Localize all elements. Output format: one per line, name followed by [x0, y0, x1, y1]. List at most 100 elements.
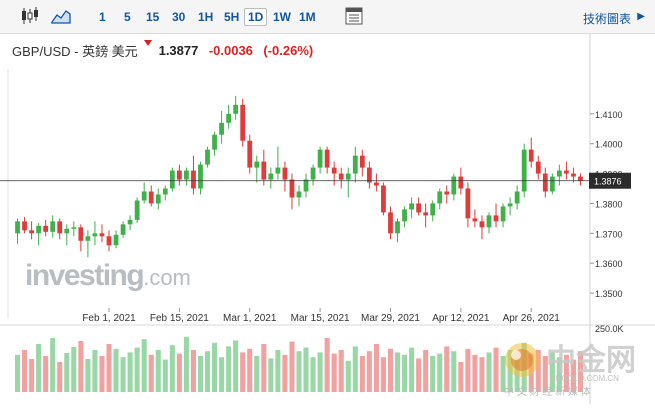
volume-bar	[134, 347, 140, 392]
candle-body	[268, 173, 274, 180]
volume-bar	[409, 347, 415, 392]
candle-body	[57, 221, 63, 234]
candle-body	[71, 227, 77, 229]
volume-bar	[14, 354, 21, 392]
candle-body	[514, 191, 520, 204]
candle-body	[22, 221, 27, 231]
timeframe-1-hour[interactable]: 1H	[198, 10, 214, 24]
candle-body	[578, 176, 583, 181]
volume-bar	[240, 352, 246, 392]
investing-watermark: investing.com	[25, 259, 191, 292]
volume-bar	[402, 354, 408, 392]
timeframe-15-minutes[interactable]: 15	[146, 10, 160, 24]
candle-body	[486, 215, 492, 228]
instrument-title: GBP/USD - 英鎊 美元	[12, 44, 138, 59]
candle-body	[85, 236, 91, 241]
chart-toolbar: 1 5 15 30 1H 5H 1D 1W 1M 技術圖表 ▶	[0, 0, 655, 34]
volume-bar	[120, 357, 126, 392]
volume-bar	[275, 350, 281, 392]
candle-body	[500, 206, 506, 222]
x-tick-label: Feb 1, 2021	[82, 313, 136, 324]
candle-body	[254, 161, 260, 168]
timeframe-1-week[interactable]: 1W	[273, 10, 291, 24]
candle-body	[451, 176, 457, 195]
candle-body	[444, 191, 450, 195]
volume-bar	[324, 338, 330, 392]
candlestick-chart-icon[interactable]	[19, 6, 41, 26]
candle-body	[556, 170, 562, 177]
candle-body	[127, 219, 133, 225]
candle-body	[409, 203, 414, 210]
volume-bar	[500, 356, 506, 392]
candle-body	[303, 179, 309, 192]
y-tick-label: 1.4100	[595, 110, 623, 120]
volume-bar	[289, 341, 295, 392]
date-axis: Feb 1, 2021 Feb 15, 2021 Mar 1, 2021 Mar 15…	[82, 308, 560, 324]
timeframe-1-month[interactable]: 1M	[299, 10, 316, 24]
y-tick-label: 1.3800	[595, 199, 623, 209]
candle-body	[99, 233, 105, 237]
candle-body	[374, 182, 379, 186]
candle-body	[261, 161, 267, 180]
candle-body	[50, 221, 56, 232]
candle-body	[289, 179, 295, 198]
timeframe-5-minutes[interactable]: 5	[124, 10, 131, 24]
area-chart-icon[interactable]	[50, 6, 72, 26]
table-view-icon[interactable]	[343, 6, 365, 26]
candle-body	[219, 122, 224, 135]
volume-bar	[458, 362, 464, 392]
volume-bar	[486, 352, 492, 392]
volume-bar	[99, 356, 105, 392]
candle-body	[205, 149, 210, 165]
volume-bar	[451, 351, 457, 392]
candle-body	[64, 228, 70, 234]
candle-body	[36, 225, 42, 234]
price-change-percent: (-0.26%)	[263, 43, 314, 58]
candle-body	[528, 149, 534, 162]
volume-bar	[577, 351, 584, 392]
volume-bar	[197, 356, 204, 392]
candle-body	[43, 225, 49, 232]
volume-bar	[169, 345, 175, 392]
timeframe-1-day[interactable]: 1D	[244, 8, 268, 26]
candle-body	[472, 218, 478, 222]
timeframe-5-hours[interactable]: 5H	[224, 10, 240, 24]
volume-bar	[387, 348, 394, 392]
volume-bar	[148, 354, 154, 392]
candle-body	[15, 221, 20, 234]
arrow-right-icon[interactable]: ▶	[637, 11, 645, 22]
cngold-title: 中金网	[546, 343, 636, 377]
volume-bar	[113, 348, 119, 392]
volume-bar	[310, 357, 316, 392]
volume-bar	[338, 350, 344, 392]
candle-body	[395, 221, 400, 234]
volume-bar	[190, 350, 196, 392]
candle-body	[324, 149, 330, 168]
candle-body	[148, 191, 154, 204]
timeframe-30-minutes[interactable]: 30	[172, 10, 186, 24]
candle-body	[366, 167, 372, 183]
volume-bar	[233, 340, 239, 392]
candle-body	[402, 209, 407, 222]
volume-bar	[563, 354, 569, 392]
volume-bar	[226, 346, 232, 392]
volume-bar	[479, 357, 485, 392]
volume-bar	[92, 350, 98, 392]
volume-bar	[542, 356, 548, 392]
candle-body	[310, 167, 316, 180]
technical-chart-link[interactable]: 技術圖表	[582, 12, 631, 26]
timeframe-1-minute[interactable]: 1	[99, 10, 106, 24]
volume-bar	[219, 357, 225, 392]
candle-body	[345, 173, 351, 180]
volume-bar	[465, 348, 471, 392]
candle-body	[296, 191, 302, 198]
volume-bar	[556, 357, 562, 392]
y-tick-label: 1.3500	[595, 289, 623, 299]
candle-body	[535, 161, 541, 174]
candle-body	[134, 200, 140, 220]
candle-body	[155, 194, 161, 204]
candle-body	[542, 173, 548, 192]
volume-bar	[212, 342, 218, 392]
volume-bar	[549, 352, 555, 392]
